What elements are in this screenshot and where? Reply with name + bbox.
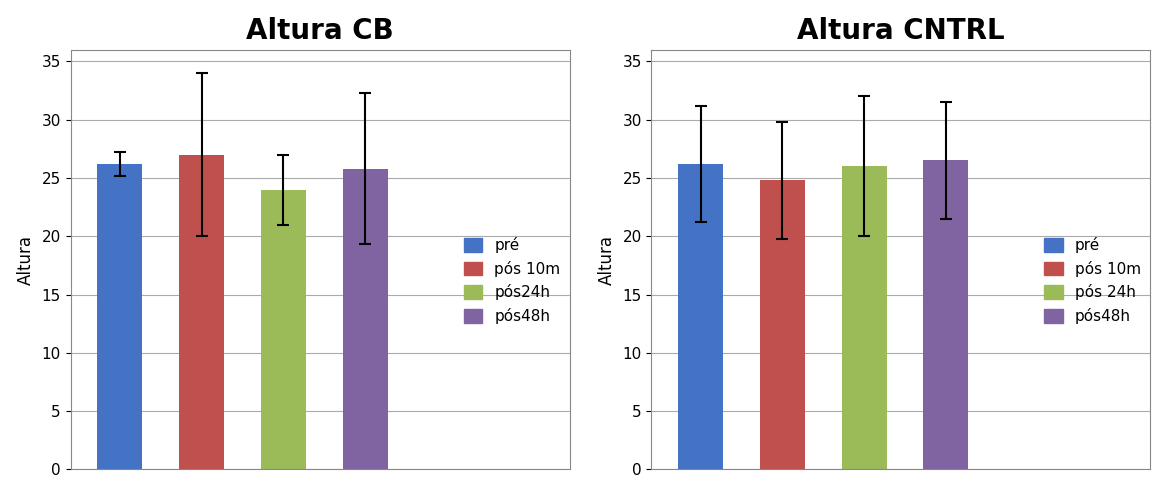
Bar	[97, 164, 142, 469]
Bar	[343, 169, 387, 469]
Bar	[760, 180, 805, 469]
Legend: pré, pós 10m, pós 24h, pós48h: pré, pós 10m, pós 24h, pós48h	[1039, 231, 1147, 330]
Title: Altura CB: Altura CB	[246, 17, 394, 45]
Y-axis label: Altura: Altura	[16, 235, 35, 285]
Bar	[841, 166, 887, 469]
Bar	[261, 190, 306, 469]
Bar	[678, 164, 724, 469]
Bar	[179, 154, 224, 469]
Y-axis label: Altura: Altura	[598, 235, 615, 285]
Title: Altura CNTRL: Altura CNTRL	[797, 17, 1005, 45]
Bar	[923, 160, 969, 469]
Legend: pré, pós 10m, pós24h, pós48h: pré, pós 10m, pós24h, pós48h	[457, 231, 566, 330]
